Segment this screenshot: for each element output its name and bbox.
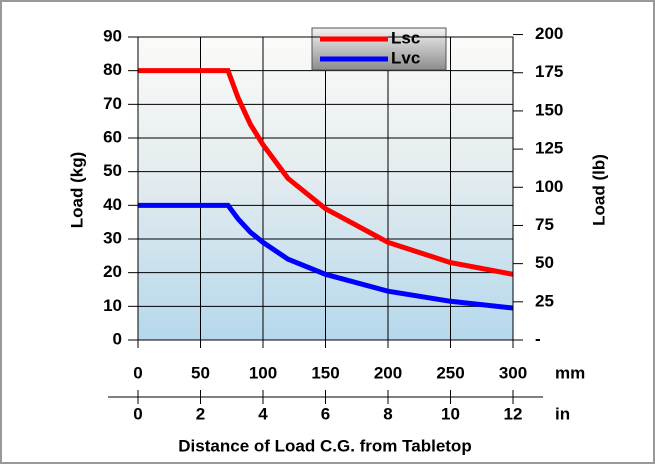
y-tick-label: 40 xyxy=(103,195,122,214)
x-tick-label: 250 xyxy=(436,363,464,382)
x2-tick-label: 12 xyxy=(504,404,523,423)
y2-tick-label: 25 xyxy=(535,291,554,310)
x-unit: mm xyxy=(555,363,585,382)
x2-tick-label: 6 xyxy=(321,404,330,423)
x-tick-label: 150 xyxy=(311,363,339,382)
y-tick-label: 0 xyxy=(113,329,122,348)
x-tick-label: 0 xyxy=(133,363,142,382)
y-tick-label: 70 xyxy=(103,94,122,113)
x-tick-label: 50 xyxy=(191,363,210,382)
x-tick-label: 300 xyxy=(499,363,527,382)
y-tick-label: 90 xyxy=(103,26,122,45)
y-tick-label: 10 xyxy=(103,296,122,315)
x2-unit: in xyxy=(555,404,570,423)
y2-tick-label: 175 xyxy=(535,62,563,81)
y2-tick-label: 50 xyxy=(535,253,554,272)
series-line xyxy=(138,202,514,311)
y-tick-label: 30 xyxy=(103,228,122,247)
legend-label: Lsc xyxy=(391,28,420,47)
y2-tick-label: 75 xyxy=(535,215,554,234)
x2-tick-label: 8 xyxy=(383,404,392,423)
y-tick-label: 20 xyxy=(103,262,122,281)
x-tick-label: 200 xyxy=(374,363,402,382)
legend xyxy=(311,27,447,71)
y-tick-label: 60 xyxy=(103,127,122,146)
legend-label: Lvc xyxy=(391,48,420,67)
y-axis-title: Load (kg) xyxy=(67,152,86,229)
x2-tick-label: 2 xyxy=(196,404,205,423)
y-tick-label: 50 xyxy=(103,161,122,180)
y2-tick-label: 125 xyxy=(535,139,563,158)
y2-tick-label: 150 xyxy=(535,100,563,119)
y2-axis-title: Load (lb) xyxy=(589,154,608,226)
series-line xyxy=(138,68,514,277)
x2-tick-label: 10 xyxy=(441,404,460,423)
x-tick-label: 100 xyxy=(249,363,277,382)
x2-tick-label: 0 xyxy=(133,404,142,423)
y2-tick-label: - xyxy=(535,329,541,348)
x-axis-title: Distance of Load C.G. from Tabletop xyxy=(178,436,471,455)
x2-tick-label: 4 xyxy=(258,404,268,423)
y2-tick-label: 200 xyxy=(535,24,563,43)
y2-tick-label: 100 xyxy=(535,177,563,196)
y-tick-label: 80 xyxy=(103,60,122,79)
